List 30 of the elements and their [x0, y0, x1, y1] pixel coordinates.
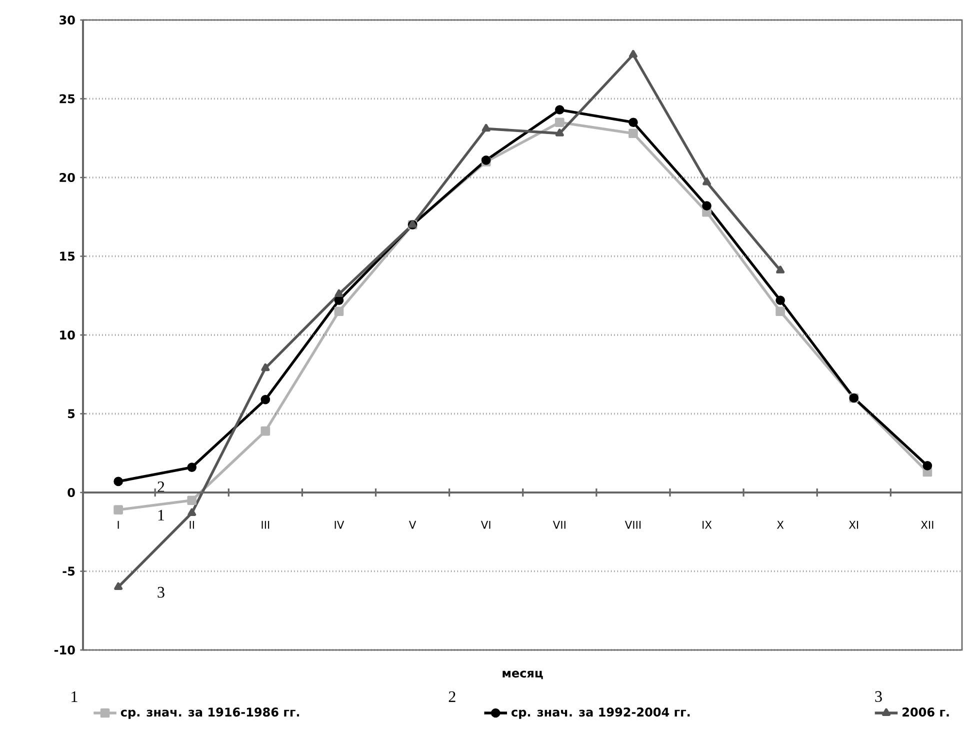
x-tick-label: IV [334, 520, 344, 529]
x-tick-label: III [262, 520, 270, 529]
y-tick-label: 0 [68, 488, 75, 498]
y-tick-label: 15 [60, 252, 75, 261]
x-tick-label: I [118, 520, 119, 529]
x-tick-label: XI [848, 520, 858, 529]
annotation: 3 [158, 586, 164, 598]
x-tick-label: V [408, 520, 416, 529]
x-tick-label: VII [552, 520, 566, 529]
y-tick-label: 5 [68, 409, 75, 418]
x-tick-label: II [190, 520, 194, 529]
text: 1 [72, 691, 78, 702]
text: 3 [875, 691, 882, 702]
x-tick-label: XII [920, 520, 934, 529]
y-tick-label: 20 [60, 172, 75, 182]
legend-label: ср. знач. за 1992-2004 гг. [512, 708, 690, 719]
legend-label: ср. знач. за 1916-1986 гг. [120, 708, 300, 719]
x-tick-label: IX [702, 520, 712, 529]
text: 2 [448, 691, 456, 702]
x-tick-label: VIII [624, 520, 641, 529]
x-tick-label: X [776, 520, 784, 529]
y-tick-label: 25 [60, 94, 75, 104]
legend-label: 2006 г. [902, 708, 949, 717]
y-tick-label: 10 [60, 330, 75, 340]
y-tick-label: 30 [60, 15, 75, 25]
y-tick-label: -5 [62, 566, 75, 576]
y-tick-label: -10 [54, 645, 75, 655]
x-tick-label: VI [480, 520, 490, 529]
x-axis-title: месяц [502, 670, 543, 680]
annotation: 1 [158, 510, 164, 520]
